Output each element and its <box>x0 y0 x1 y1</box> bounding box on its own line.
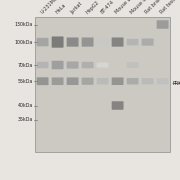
FancyBboxPatch shape <box>127 62 139 68</box>
FancyBboxPatch shape <box>67 77 78 85</box>
FancyBboxPatch shape <box>142 78 154 84</box>
Text: Rat brain: Rat brain <box>145 0 164 15</box>
FancyBboxPatch shape <box>82 78 94 85</box>
FancyBboxPatch shape <box>67 37 78 47</box>
FancyBboxPatch shape <box>52 77 64 85</box>
FancyBboxPatch shape <box>37 77 49 85</box>
Text: Mouse brain: Mouse brain <box>115 0 140 15</box>
Text: 55kDa: 55kDa <box>18 79 33 84</box>
FancyBboxPatch shape <box>127 78 139 84</box>
FancyBboxPatch shape <box>37 38 49 46</box>
FancyBboxPatch shape <box>157 20 168 29</box>
Text: PRKAR1B: PRKAR1B <box>173 81 180 86</box>
Text: 35kDa: 35kDa <box>18 117 33 122</box>
Text: Rat testis: Rat testis <box>160 0 179 15</box>
FancyBboxPatch shape <box>142 39 154 46</box>
Text: Jurkat: Jurkat <box>70 1 83 15</box>
Text: HeLa: HeLa <box>55 3 67 15</box>
Text: U-231MG: U-231MG <box>40 0 59 15</box>
Text: 70kDa: 70kDa <box>18 62 33 68</box>
FancyBboxPatch shape <box>67 61 78 69</box>
Text: 100kDa: 100kDa <box>15 40 33 45</box>
Text: HepG2: HepG2 <box>85 0 100 15</box>
FancyBboxPatch shape <box>127 39 139 45</box>
Text: Mouse lung: Mouse lung <box>130 0 153 15</box>
FancyBboxPatch shape <box>82 62 94 68</box>
FancyBboxPatch shape <box>112 77 123 85</box>
FancyBboxPatch shape <box>82 37 94 47</box>
FancyBboxPatch shape <box>97 62 109 68</box>
FancyBboxPatch shape <box>97 39 109 45</box>
FancyBboxPatch shape <box>157 78 168 84</box>
FancyBboxPatch shape <box>37 62 49 68</box>
FancyBboxPatch shape <box>52 37 64 48</box>
Bar <box>35 17 170 152</box>
Text: BT-474: BT-474 <box>100 0 115 15</box>
Text: 130kDa: 130kDa <box>15 22 33 27</box>
FancyBboxPatch shape <box>112 37 123 47</box>
Text: 40kDa: 40kDa <box>18 103 33 108</box>
FancyBboxPatch shape <box>52 61 64 69</box>
FancyBboxPatch shape <box>97 78 109 84</box>
FancyBboxPatch shape <box>112 101 123 110</box>
